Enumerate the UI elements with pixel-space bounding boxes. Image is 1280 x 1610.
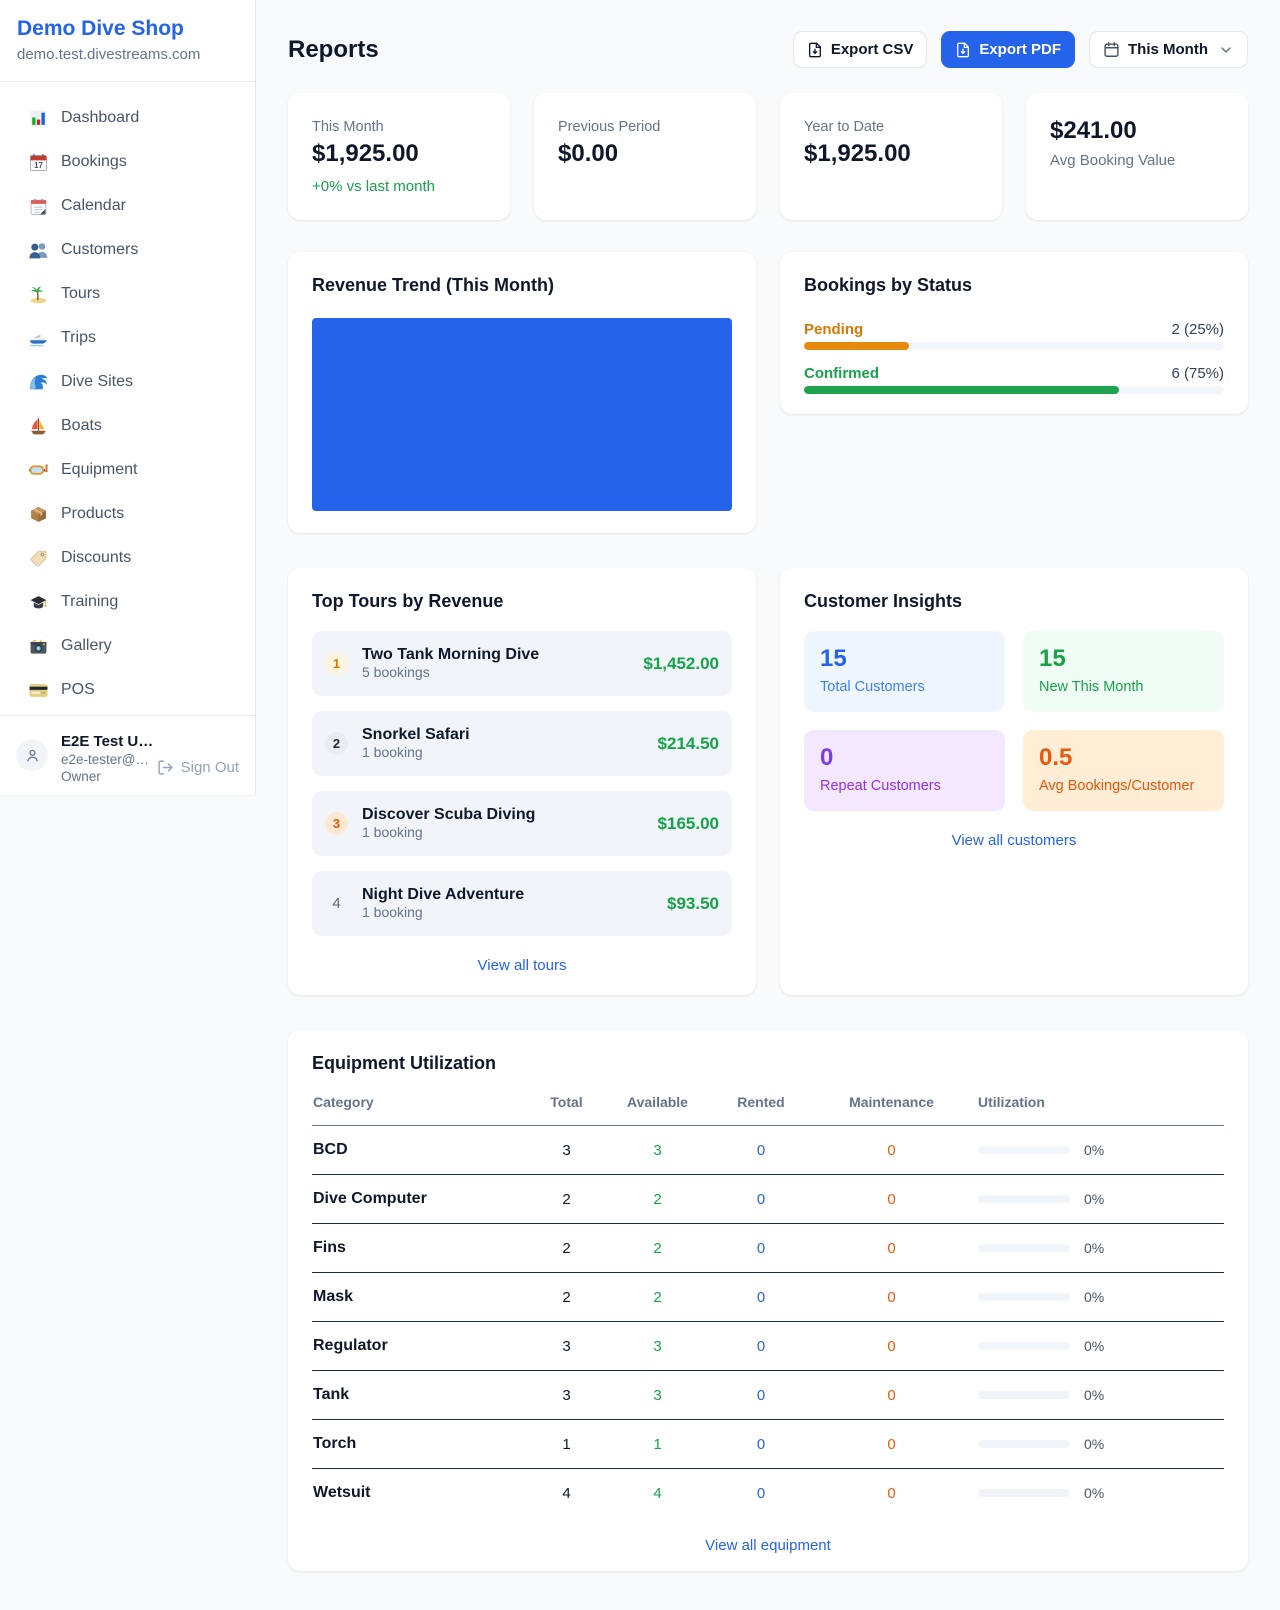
svg-text:17: 17 <box>34 161 43 170</box>
